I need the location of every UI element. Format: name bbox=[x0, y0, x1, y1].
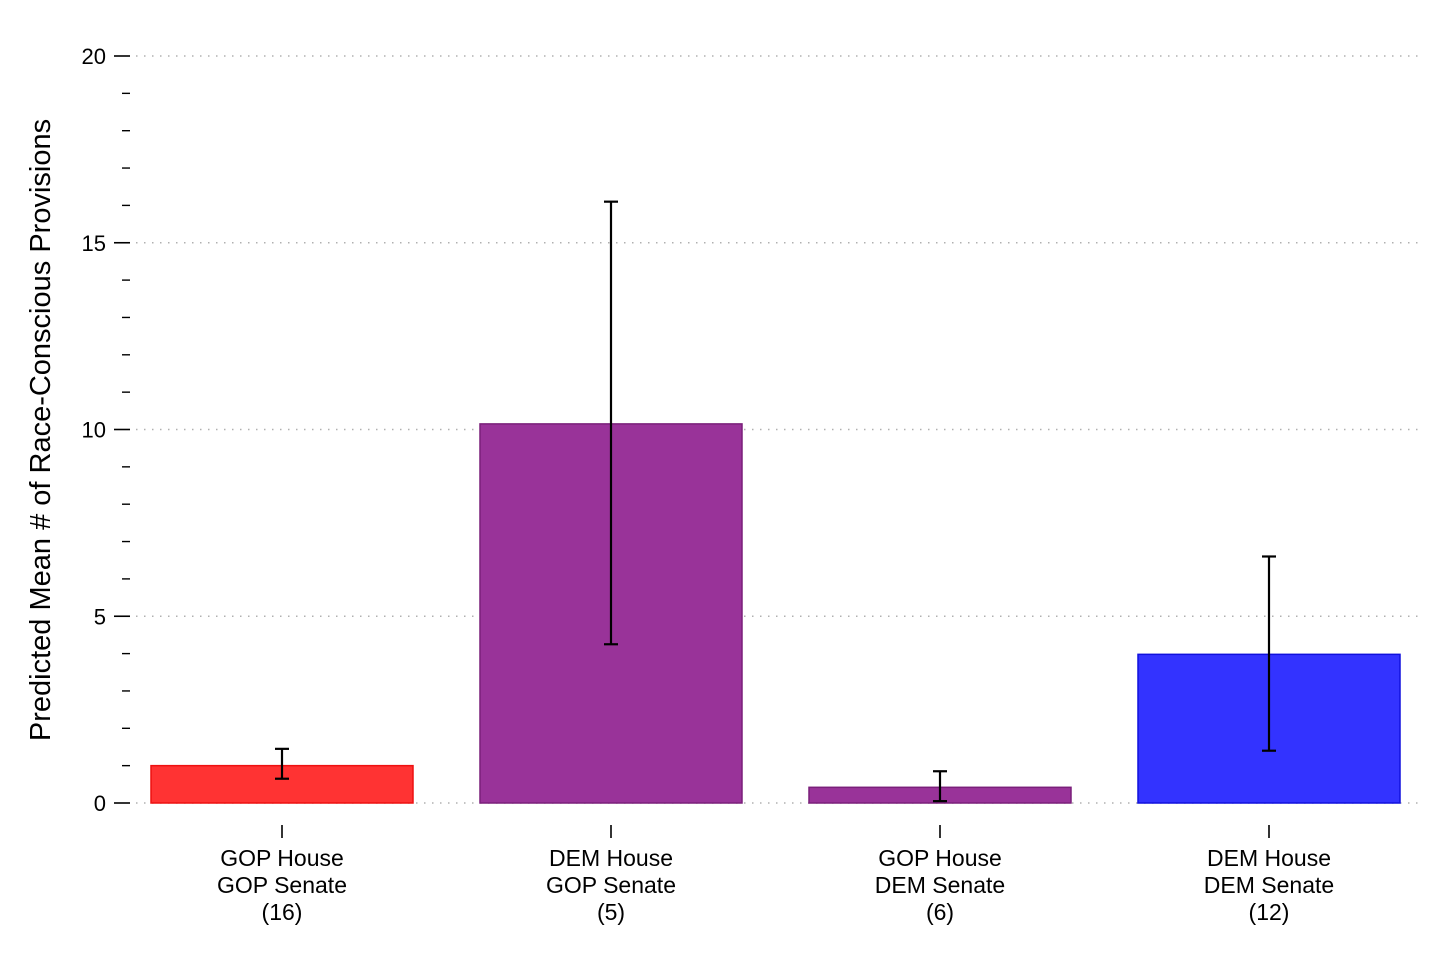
bars bbox=[150, 423, 1401, 804]
x-tick-label: DEM Senate bbox=[1204, 872, 1334, 898]
y-tick-label: 15 bbox=[82, 231, 106, 256]
x-tick-label: DEM Senate bbox=[875, 872, 1005, 898]
y-tick-label: 20 bbox=[82, 44, 106, 69]
y-axis-title: Predicted Mean # of Race-Conscious Provi… bbox=[25, 119, 57, 741]
y-tick-label: 5 bbox=[94, 604, 106, 629]
x-tick-label: GOP House bbox=[220, 845, 344, 871]
x-tick-label: (5) bbox=[597, 899, 625, 925]
x-tick-label: GOP House bbox=[878, 845, 1002, 871]
x-tick-label: (12) bbox=[1249, 899, 1290, 925]
y-axis: 0 5 10 15 20 bbox=[82, 44, 130, 816]
x-tick-label: GOP Senate bbox=[546, 872, 676, 898]
x-tick-label: DEM House bbox=[1207, 845, 1331, 871]
x-tick-label: DEM House bbox=[549, 845, 673, 871]
y-tick-label: 0 bbox=[94, 791, 106, 816]
error-bars bbox=[275, 200, 1276, 803]
x-tick-label: (6) bbox=[926, 899, 954, 925]
x-tick-label: (16) bbox=[262, 899, 303, 925]
y-tick-label: 10 bbox=[82, 418, 106, 443]
x-tick-label: GOP Senate bbox=[217, 872, 347, 898]
